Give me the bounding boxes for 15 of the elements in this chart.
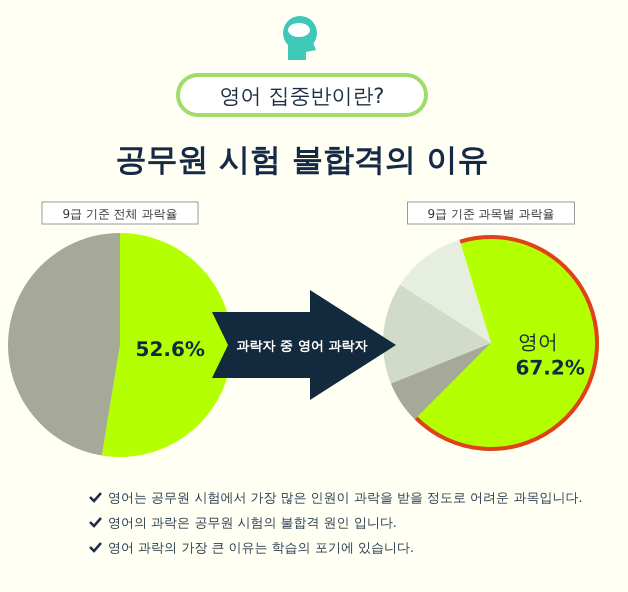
pie-slice [400,240,491,343]
data-label: 67.2% [515,356,585,380]
text: 과락자 중 영어 과락자 [236,339,368,354]
pie-slice [383,284,491,384]
data-label: 52.6% [136,337,205,362]
chart-title: 9급 기준 과목별 과락율 [427,207,555,221]
text: 영어의 과락은 공무원 시험의 불합격 원인 입니다. [108,516,397,531]
chart-title: 9급 기준 전체 과락율 [62,207,178,221]
slice-label: 영어 [518,330,558,354]
pie-slice [390,343,491,420]
text: 영어 집중반이란? [220,84,384,108]
text: 공무원 시험 불합격의 이유 [115,142,489,178]
pie-slice [8,233,120,456]
text: 영어 과락의 가장 큰 이유는 학습의 포기에 있습니다. [108,541,414,556]
text: 영어는 공무원 시험에서 가장 많은 인원이 과락을 받을 정도로 어려운 과목입니다. [108,491,582,506]
